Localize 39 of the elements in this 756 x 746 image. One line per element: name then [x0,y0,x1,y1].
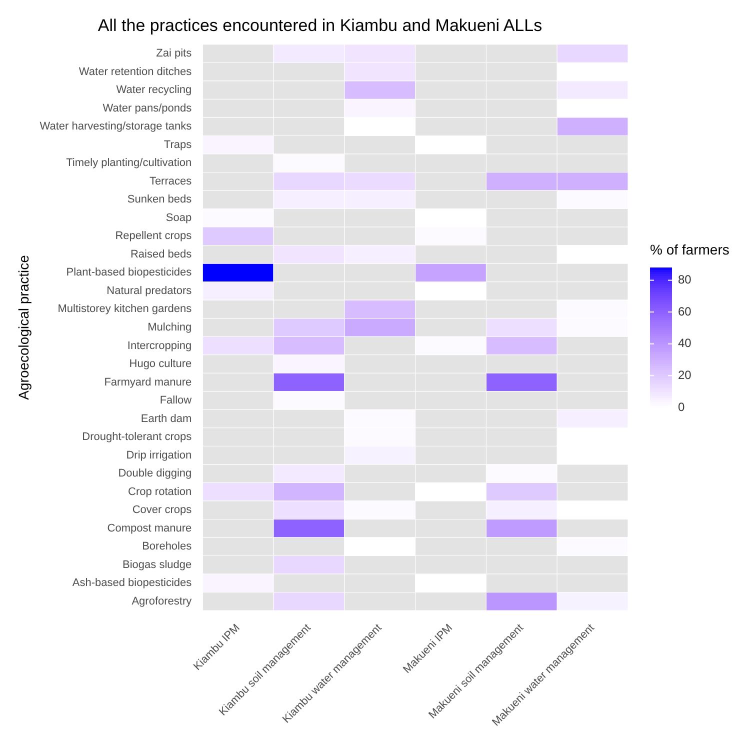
color-bar-title: % of farmers [650,241,730,258]
y-tick-label: Zai pits [156,48,192,60]
color-bar-label: 0 [678,400,685,414]
y-tick-label: Ash-based biopesticides [72,577,192,590]
y-tick-label: Boreholes [142,540,192,553]
y-tick-label: Fallow [160,394,192,407]
y-tick-label: Traps [164,138,192,151]
y-tick-label: Drip irrigation [126,449,192,462]
y-tick-label: Compost manure [107,522,192,534]
y-tick-label: Timely planting/cultivation [66,157,192,170]
y-tick-label: Biogas sludge [122,558,192,571]
y-tick-label: Cover crops [132,504,192,516]
color-bar-label: 20 [678,368,692,382]
y-tick-label: Soap [166,212,192,224]
y-tick-label: Earth dam [140,412,192,425]
y-tick-label: Water retention ditches [78,66,192,78]
y-tick-label: Drought-tolerant crops [82,431,192,444]
y-tick-label: Mulching [148,321,192,334]
y-tick-label: Plant-based biopesticides [66,266,192,279]
y-tick-label: Natural predators [106,284,192,297]
y-tick-label: Water harvesting/storage tanks [40,120,192,133]
y-axis-title: Agroecological practice [15,254,32,400]
y-tick-label: Water recycling [116,84,192,96]
y-tick-label: Sunken beds [127,194,192,206]
y-tick-label: Crop rotation [128,486,192,498]
color-bar-label: 80 [678,272,692,286]
y-tick-label: Farmyard manure [104,376,192,388]
y-tick-label: Hugo culture [129,358,192,370]
color-bar-label: 40 [678,336,692,350]
y-tick-label: Raised beds [130,248,192,260]
y-tick-label: Agroforestry [132,595,192,608]
y-tick-label: Repellent crops [115,230,192,242]
y-tick-label: Double digging [118,468,192,480]
chart-title: All the practices encountered in Kiambu and Makueni ALLs [98,16,542,35]
y-tick-label: Water pans/ponds [102,102,192,114]
y-tick-label: Intercropping [127,340,192,352]
color-bar-label: 60 [678,304,692,318]
y-tick-label: Multistorey kitchen gardens [58,303,192,316]
y-tick-label: Terraces [149,175,192,188]
